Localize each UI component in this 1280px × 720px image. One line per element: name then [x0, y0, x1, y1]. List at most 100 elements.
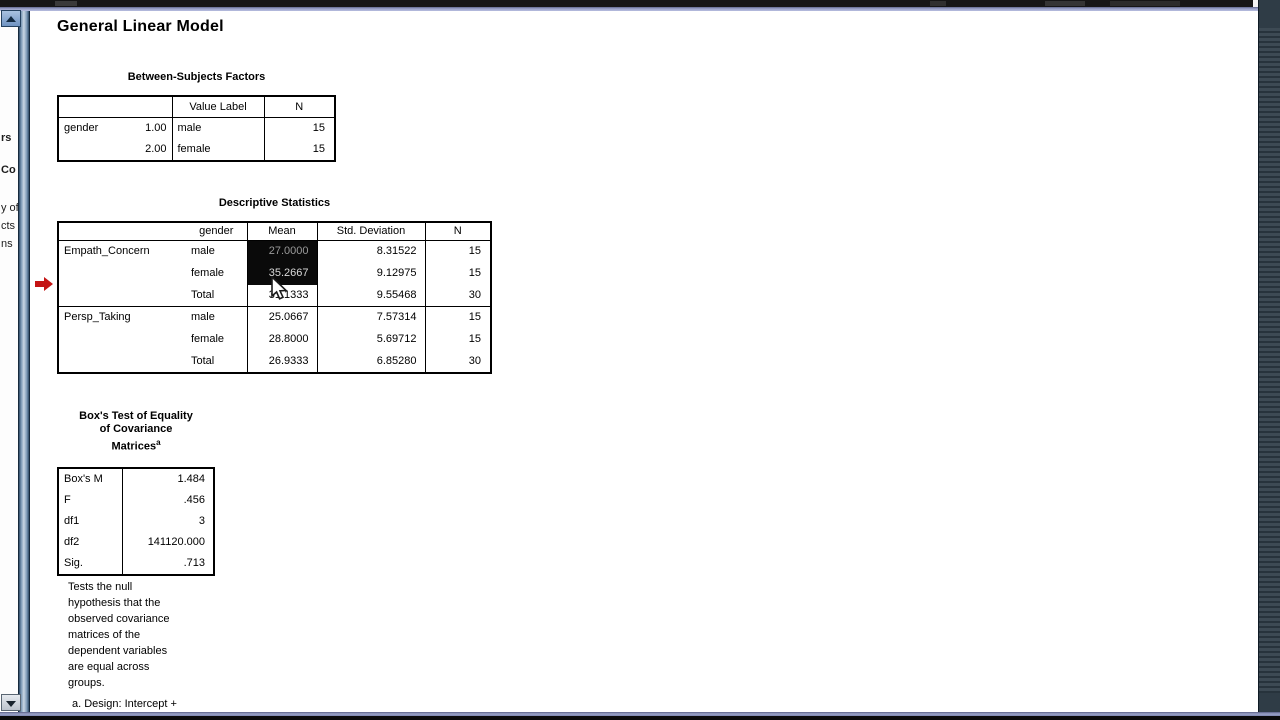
n-cell: 15: [312, 122, 325, 134]
column-header: Mean: [247, 222, 318, 241]
n-cell: 15: [468, 333, 481, 345]
label-cell: male: [172, 117, 265, 139]
video-bottom-border: [0, 716, 1280, 720]
column-header: Value Label: [172, 96, 265, 118]
table-row: gender 1.00 male 15: [58, 117, 335, 139]
n-cell: 30: [468, 354, 481, 367]
table-row: female 28.8000 5.69712 15: [58, 328, 491, 351]
outline-item-fragment[interactable]: Co: [1, 164, 16, 176]
title-line: Box's Test of Equality: [79, 410, 193, 422]
level-cell: female: [186, 328, 248, 351]
box-test-note: Tests the null hypothesis that the obser…: [68, 579, 218, 691]
n-cell: 15: [312, 143, 325, 155]
stat-label-cell: Box's M: [58, 468, 123, 490]
stat-value-cell: .713: [183, 557, 205, 569]
stat-value-cell: 141120.000: [147, 536, 205, 548]
mouse-cursor-icon: [268, 275, 292, 307]
n-cell: 15: [468, 267, 481, 279]
between-subjects-table-title: Between-Subjects Factors: [127, 71, 266, 83]
footnote-marker: a: [156, 438, 161, 447]
table-row: female 35.2667 9.12975 15: [58, 262, 491, 285]
variable-cell: [58, 351, 186, 373]
up-triangle-icon: [6, 16, 16, 22]
level-cell: male: [186, 240, 248, 263]
titlebar-remnant: [1045, 1, 1085, 6]
scroll-up-button[interactable]: [1, 10, 21, 27]
table-row: F .456: [58, 490, 214, 511]
box-test-table-title: Box's Test of Equality of Covariance Mat…: [57, 410, 215, 454]
pane-splitter[interactable]: [18, 11, 30, 712]
outline-pane: rs Co y of cts ns: [0, 11, 19, 694]
top-right-corner: [1253, 0, 1258, 7]
label-cell: female: [172, 139, 265, 161]
table-row: Empath_Concern male 27.0000 8.31522 15: [58, 240, 491, 263]
scroll-down-button[interactable]: [1, 694, 21, 711]
note-line: observed covariance: [68, 613, 170, 625]
column-header: gender: [186, 222, 248, 241]
scrollbar-track[interactable]: [1259, 28, 1280, 693]
n-cell: 15: [468, 245, 481, 258]
current-item-arrow-icon: [35, 277, 53, 291]
table-row: df1 3: [58, 511, 214, 532]
sd-cell: 7.57314: [317, 306, 426, 329]
level-cell: Total: [186, 350, 248, 373]
column-header: N: [264, 96, 335, 118]
note-line: hypothesis that the: [68, 597, 161, 609]
mean-cell: 26.9333: [247, 350, 318, 373]
column-header: Std. Deviation: [317, 222, 426, 241]
level-cell: male: [186, 306, 248, 329]
stat-label-cell: Sig.: [58, 553, 123, 575]
between-subjects-table[interactable]: Value Label N gender 1.00 male 15 2.00 f…: [57, 95, 336, 162]
sd-cell: 8.31522: [317, 240, 426, 263]
sd-cell: 5.69712: [317, 328, 426, 351]
value-cell: 2.00: [116, 139, 173, 161]
value-cell: 1.00: [116, 117, 173, 139]
stat-value-cell: .456: [183, 494, 205, 506]
mean-cell-selected[interactable]: 27.0000: [247, 240, 318, 263]
level-cell: Total: [186, 284, 248, 307]
table-row: Total 26.9333 6.85280 30: [58, 350, 491, 373]
arrow-shaft: [35, 281, 44, 287]
table-row: Sig. .713: [58, 553, 214, 575]
stat-label-cell: df1: [58, 511, 123, 532]
descriptives-table[interactable]: gender Mean Std. Deviation N Empath_Conc…: [57, 221, 492, 374]
title-line: Matricesa: [57, 436, 215, 454]
stat-value-cell: 1.484: [177, 473, 205, 485]
table-row: Persp_Taking male 25.0667 7.57314 15: [58, 306, 491, 329]
outline-item-fragment[interactable]: y of: [1, 202, 19, 214]
mean-cell: 25.0667: [247, 306, 318, 329]
stat-label-cell: F: [58, 490, 123, 511]
titlebar-remnant: [55, 1, 77, 6]
window-edge-bottom: [0, 712, 1280, 716]
note-line: dependent variables: [68, 645, 168, 657]
page-title: General Linear Model: [57, 18, 224, 35]
outline-item-fragment[interactable]: ns: [1, 238, 13, 250]
note-line: groups.: [68, 677, 105, 689]
window-edge-top: [0, 7, 1258, 11]
descriptives-table-title: Descriptive Statistics: [218, 197, 331, 209]
outline-item-fragment[interactable]: cts: [1, 220, 16, 232]
stat-label-cell: df2: [58, 532, 123, 553]
vertical-scrollbar[interactable]: [1258, 0, 1280, 712]
variable-cell: Persp_Taking: [58, 306, 186, 329]
box-test-footnote: a. Design: Intercept +: [72, 698, 177, 710]
title-text: Matrices: [111, 440, 157, 453]
variable-cell: [58, 285, 186, 307]
mean-cell: 28.8000: [247, 328, 318, 351]
column-header: N: [425, 222, 491, 241]
variable-cell: Empath_Concern: [64, 245, 150, 258]
stub-header-cell: [58, 96, 173, 118]
down-triangle-icon: [6, 701, 16, 707]
mean-cell-selected[interactable]: 35.2667: [247, 262, 318, 285]
table-row: df2 141120.000: [58, 532, 214, 553]
box-test-table[interactable]: Box's M 1.484 F .456 df1 3 df2 141120.00…: [57, 467, 215, 576]
n-cell: 15: [425, 306, 491, 329]
table-row: Total 31.1333 9.55468 30: [58, 284, 491, 307]
table-row: Box's M 1.484: [58, 468, 214, 490]
window-buttons-remnant: [1110, 1, 1180, 6]
outline-item-fragment[interactable]: rs: [1, 132, 12, 144]
note-line: matrices of the: [68, 629, 141, 641]
stat-value-cell: 3: [198, 515, 205, 527]
n-cell: 30: [468, 288, 481, 301]
video-top-border: [0, 0, 1253, 7]
